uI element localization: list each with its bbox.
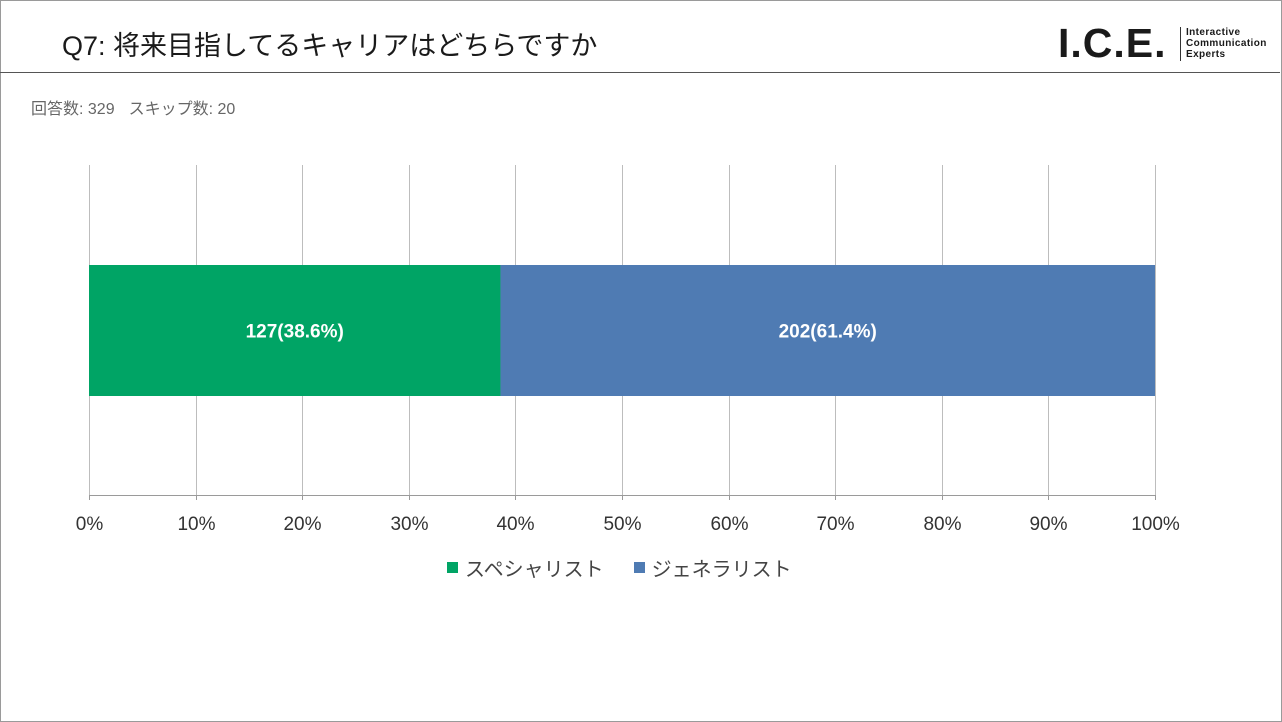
logo-mark: I.C.E. <box>1058 20 1167 66</box>
legend-label-generalist: ジェネラリスト <box>651 559 792 581</box>
x-tick-label: 0% <box>76 514 104 535</box>
header: Q7: 将来目指してるキャリアはどちらですか I.C.E. Interactiv… <box>0 0 1280 73</box>
x-tick-label: 50% <box>603 514 641 535</box>
x-tick-label: 80% <box>923 514 961 535</box>
x-tick-label: 40% <box>496 514 534 535</box>
x-tick-label: 10% <box>177 514 215 535</box>
logo-line-2: Communication <box>1186 38 1267 49</box>
response-stats: 回答数: 329 スキップ数: 20 <box>31 95 235 119</box>
response-count: 回答数: 329 <box>31 101 115 118</box>
legend-item-generalist: ジェネラリスト <box>633 553 792 582</box>
legend-label-specialist: スペシャリスト <box>465 559 604 581</box>
data-label-generalist: 202(61.4%) <box>779 322 877 343</box>
page-title: Q7: 将来目指してるキャリアはどちらですか <box>62 31 598 61</box>
legend-swatch-generalist <box>633 562 645 573</box>
x-tick-label: 30% <box>390 514 428 535</box>
legend-item-specialist: スペシャリスト <box>447 553 604 582</box>
bar-segment-specialist <box>89 265 501 396</box>
x-tick-label: 20% <box>283 514 321 535</box>
logo-divider <box>1180 27 1181 61</box>
logo-tagline: Interactive Communication Experts <box>1186 27 1267 60</box>
logo-line-3: Experts <box>1186 49 1226 60</box>
bar-segment-generalist <box>500 265 1155 396</box>
skip-count: スキップ数: 20 <box>128 101 236 118</box>
x-tick-label: 70% <box>816 514 854 535</box>
x-tick-label: 90% <box>1029 514 1067 535</box>
legend-swatch-specialist <box>447 562 458 573</box>
chart-legend: スペシャリスト ジェネラリスト <box>447 553 822 582</box>
x-tick-label: 100% <box>1131 514 1180 535</box>
data-label-specialist: 127(38.6%) <box>246 322 344 343</box>
x-tick-label: 60% <box>710 514 748 535</box>
logo-line-1: Interactive <box>1186 27 1241 38</box>
